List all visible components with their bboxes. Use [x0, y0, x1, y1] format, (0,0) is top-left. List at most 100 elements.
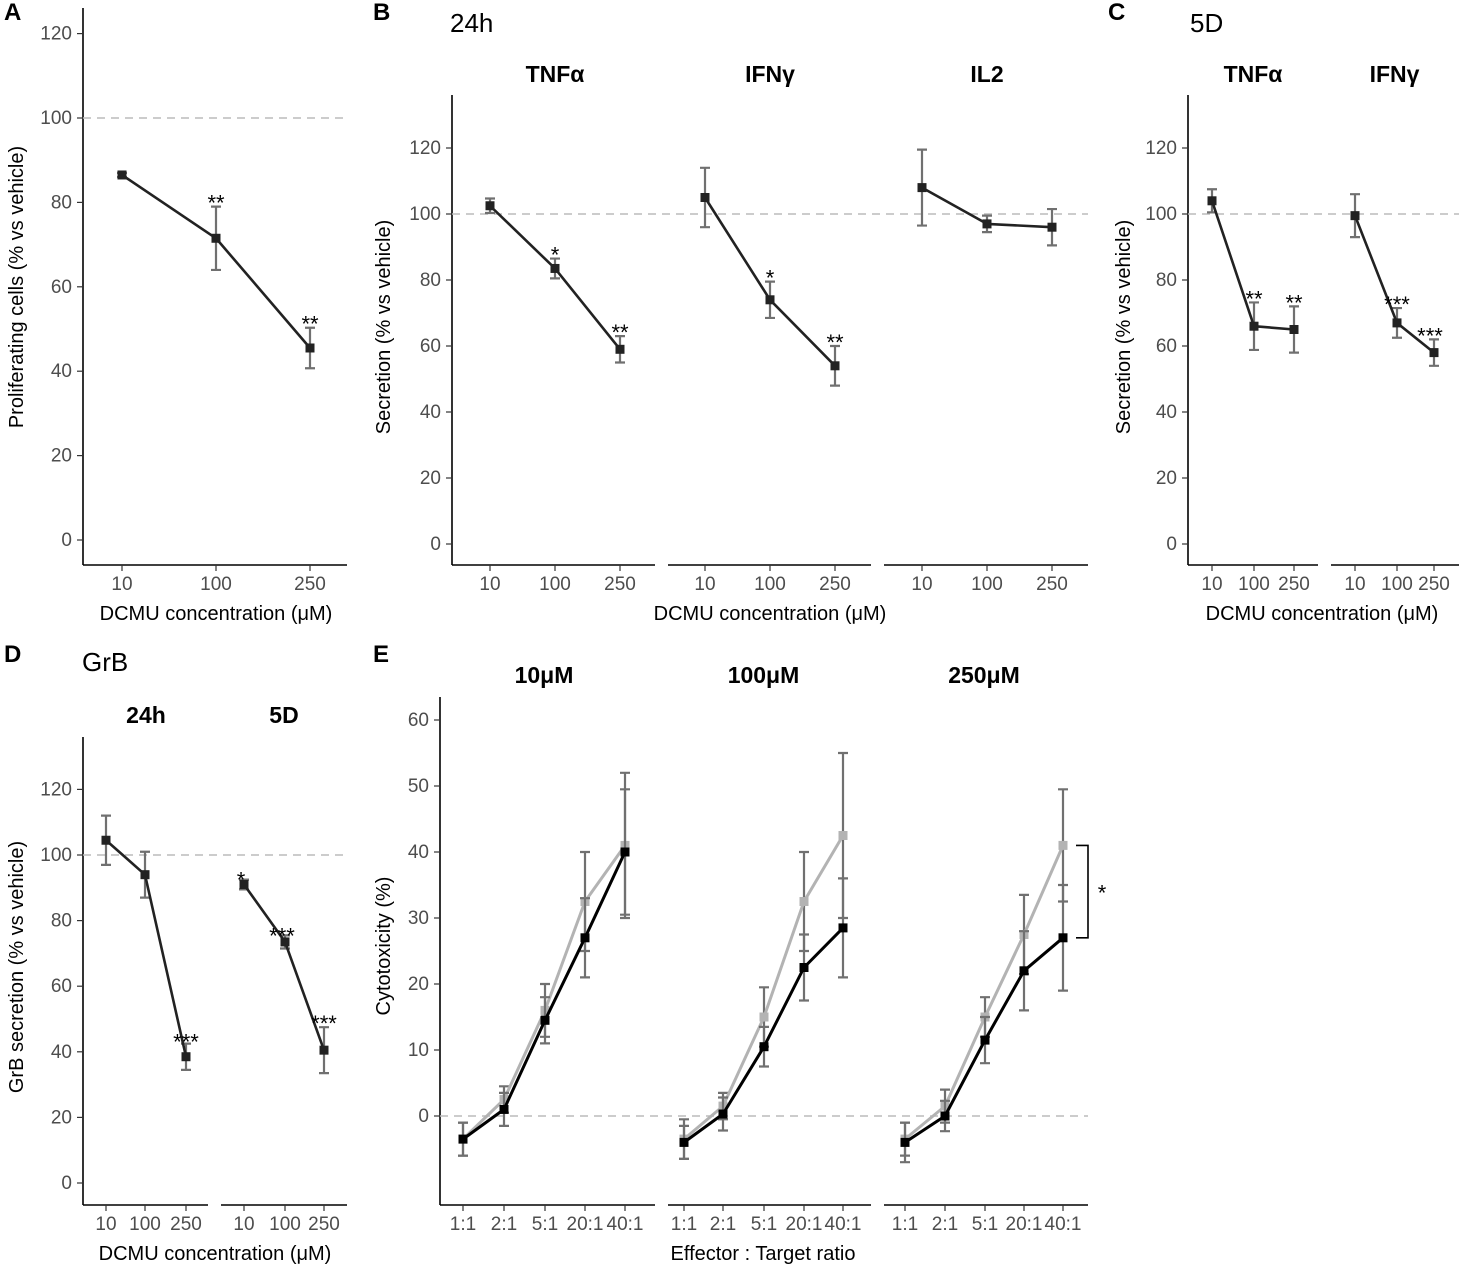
panel-letter-c: C	[1108, 0, 1125, 26]
panel-b-y-tick-label-2: 40	[420, 402, 441, 423]
panel-d-y-tick-label-1: 20	[51, 1107, 72, 1128]
panel-a-y-tick-label-4: 80	[51, 192, 72, 213]
panel-d-y-tick-label-6: 120	[40, 779, 72, 800]
panel-b-facet-label-1: IFNγ	[745, 61, 795, 87]
panel-d-facet-0-DCMU-point-2	[181, 1052, 191, 1062]
panel-e-facet-1-vehicle-point-4	[838, 831, 848, 840]
panel-b-y-tick-label-3: 60	[420, 336, 441, 357]
panel-b-facet-2: IL2 10 100 250	[884, 61, 1088, 595]
panel-b-facet-1-significance-1: *	[766, 266, 775, 291]
panel-a-y-tick-label-3: 60	[51, 277, 72, 298]
panel-b-facet-2-series-DCMU	[917, 148, 1057, 247]
panel-d-y-axis-title: GrB secretion (% vs vehicle)	[6, 841, 28, 1093]
panel-b-facet-label-0: TNFα	[526, 61, 585, 87]
panel-e-facet-label-1: 100μM	[728, 662, 800, 688]
panel-letter-d: D	[4, 641, 21, 668]
panel-b-y-tick-label-4: 80	[420, 270, 441, 291]
panel-a-y-tick-label-5: 100	[40, 108, 72, 129]
panel-a-facet-0-x-tick-label-0: 10	[111, 574, 132, 595]
panel-e-facet-2-series-vehicle	[900, 788, 1068, 1157]
panel-b-facet-2-DCMU-point-1	[982, 219, 992, 229]
panel-c-y-tick-label-0: 0	[1166, 534, 1177, 555]
panel-c-y-tick-label-4: 80	[1156, 270, 1177, 291]
panel-c-facet-1-DCMU-point-1	[1392, 318, 1402, 328]
panel-e-facet-1-DCMU-point-0	[679, 1137, 689, 1147]
panel-e-facet-0-series-vehicle	[458, 771, 630, 1157]
panel-c-facet-label-0: TNFα	[1224, 61, 1283, 87]
panel-c-facet-0-DCMU-point-2	[1289, 325, 1299, 334]
panel-d-chart: 0 20 40 60 80 100 120 24h 10 100 250 *** 5D 10 100 250 *…	[40, 702, 347, 1235]
panel-e-facet-0-DCMU-point-1	[499, 1104, 509, 1114]
panel-d-facet-0-x-tick-label-0: 10	[95, 1214, 116, 1235]
panel-d-facet-1-x-tick-label-1: 100	[269, 1214, 301, 1235]
panel-e-facet-2: 250μM 1:1 2:1 5:1 20:1 40:1	[884, 662, 1088, 1235]
panel-c-y-tick-label-5: 100	[1145, 204, 1177, 225]
panel-e-facet-0-x-tick-label-4: 40:1	[607, 1214, 644, 1235]
panel-a: A Proliferating cells (% vs vehicle) DCM…	[4, 0, 332, 625]
panel-e-facet-2-x-tick-label-4: 40:1	[1045, 1214, 1082, 1235]
panel-d-facet-0-series-DCMU	[101, 814, 191, 1071]
panel-e-y-tick-label-0: 0	[418, 1106, 429, 1127]
panel-b-facet-2-DCMU-point-0	[917, 183, 927, 193]
panel-e-y-tick-label-1: 10	[408, 1040, 429, 1061]
panel-a-facet-0-significance-2: **	[301, 312, 319, 337]
panel-c-facet-0-x-tick-label-0: 10	[1201, 574, 1222, 595]
panel-b-facet-0-x-tick-label-1: 100	[539, 574, 571, 595]
panel-e-facet-1-DCMU-point-4	[838, 923, 848, 933]
panel-c-facet-0-series-DCMU	[1207, 188, 1299, 354]
panel-e-facet-label-2: 250μM	[948, 662, 1020, 688]
panel-b-facet-label-2: IL2	[970, 61, 1003, 87]
panel-d-facet-1-DCMU-point-2	[319, 1045, 329, 1055]
panel-b-facet-2-DCMU-point-2	[1047, 222, 1057, 232]
panel-e-facet-0-DCMU-point-3	[580, 933, 590, 943]
panel-a-y-tick-label-2: 40	[51, 361, 72, 382]
panel-e-facet-2-x-tick-label-1: 2:1	[932, 1214, 958, 1235]
panel-a-x-axis-title: DCMU concentration (μM)	[100, 603, 333, 625]
panel-a-facet-0-series-DCMU	[117, 170, 315, 370]
panel-b: B 24h Secretion (% vs vehicle) DCMU conc…	[373, 0, 886, 625]
panel-b-facet-2-x-tick-label-0: 10	[911, 574, 932, 595]
panel-b-y-tick-label-5: 100	[409, 204, 441, 225]
panel-d-facet-0-DCMU-point-1	[140, 870, 150, 880]
panel-c-facet-0-DCMU-point-0	[1207, 196, 1217, 206]
panel-b-facet-1-DCMU-point-2	[830, 361, 840, 371]
panel-e-facet-1-DCMU-point-1	[718, 1109, 728, 1119]
panel-a-y-axis-title: Proliferating cells (% vs vehicle)	[6, 146, 28, 428]
panel-e-facet-0-x-tick-label-0: 1:1	[450, 1214, 476, 1235]
panel-c-facet-1-significance-2: ***	[1417, 323, 1443, 348]
panel-b-facet-1-DCMU-point-0	[700, 193, 710, 202]
panel-e-facet-0-DCMU-point-2	[540, 1015, 550, 1025]
panel-c-facet-1-x-tick-label-1: 100	[1381, 574, 1413, 595]
panel-e-facet-1-series-vehicle	[679, 751, 848, 1160]
panel-c-facet-0-significance-2: **	[1285, 290, 1303, 315]
panel-e-facet-1-x-tick-label-1: 2:1	[710, 1214, 736, 1235]
panel-e-facet-0-x-tick-label-2: 5:1	[532, 1214, 558, 1235]
panel-e-facet-0-series-DCMU	[458, 788, 630, 1157]
panel-e-facet-2-DCMU-point-3	[1019, 966, 1029, 976]
panel-e-facet-1-DCMU-point-3	[799, 963, 809, 972]
panel-b-facet-0-significance-1: *	[551, 243, 560, 268]
panel-d-facet-1-DCMU-point-0	[239, 880, 249, 890]
panel-c-facet-1-x-tick-label-0: 10	[1344, 574, 1365, 595]
panel-b-y-tick-label-1: 20	[420, 468, 441, 489]
panel-d-y-tick-label-0: 0	[61, 1173, 72, 1194]
panel-c-facet-1-series-DCMU	[1350, 193, 1439, 367]
panel-d: D GrB GrB secretion (% vs vehicle) DCMU …	[4, 641, 331, 1265]
panel-e-facet-2-x-tick-label-2: 5:1	[972, 1214, 998, 1235]
panel-d-facet-0: 24h 10 100 250 ***	[83, 702, 208, 1235]
panel-a-facet-0-DCMU-point-0	[117, 170, 127, 180]
panel-e-facet-0-DCMU-point-0	[458, 1134, 468, 1144]
panel-c-facet-1: IFNγ 10 100 250 *** ***	[1331, 61, 1459, 595]
panel-b-facet-1-DCMU-point-1	[765, 295, 775, 305]
panel-e-facet-1-x-tick-label-3: 20:1	[786, 1214, 823, 1235]
panel-e-y-tick-label-2: 20	[408, 974, 429, 995]
panel-b-x-axis-title: DCMU concentration (μM)	[654, 603, 887, 625]
panel-b-title: 24h	[450, 8, 493, 38]
panel-d-x-axis-title: DCMU concentration (μM)	[99, 1243, 332, 1265]
panel-e-y-tick-label-4: 40	[408, 842, 429, 863]
panel-c-y-axis-title: Secretion (% vs vehicle)	[1113, 220, 1135, 435]
